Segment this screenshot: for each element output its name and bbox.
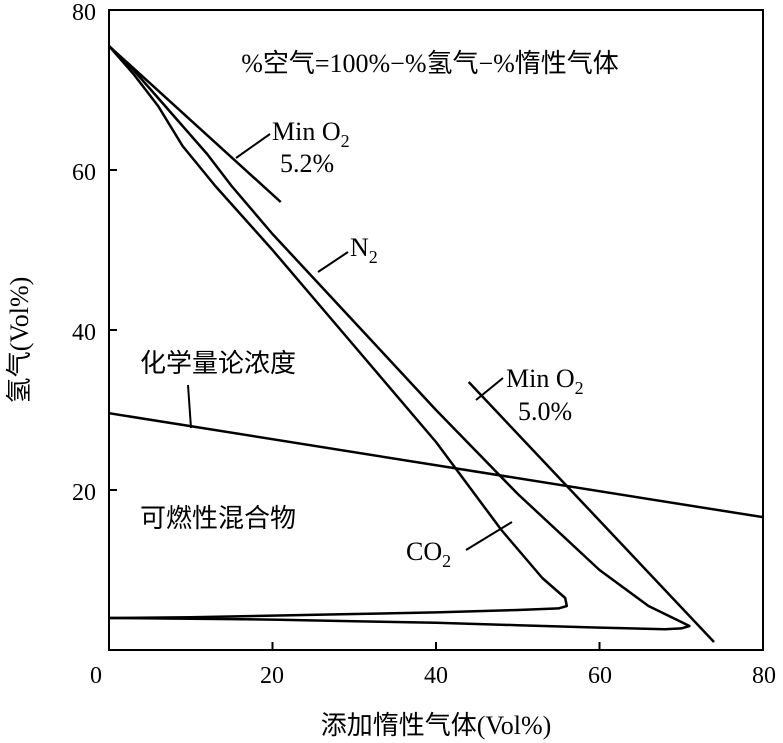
y-tick-20: 20 [72,480,96,506]
label-co2-text: CO [406,537,442,566]
label-flammable: 可燃性混合物 [140,504,296,533]
leader-min-o2-top [235,133,271,159]
value-min-o2-bottom: 5.0% [518,397,572,426]
leader-stoich [187,384,192,429]
label-min-o2-top-text: Min O [272,117,341,146]
series-lines [108,45,764,643]
chart-title: %空气=100%−%氢气−%惰性气体 [241,49,619,78]
label-min-o2-bottom: Min O2 [506,364,584,398]
x-tick-60: 60 [588,663,612,689]
x-tick-20: 20 [260,663,284,689]
x-tick-80: 80 [752,663,776,689]
label-min-o2-top-sub: 2 [341,131,350,151]
label-min-o2-bottom-text: Min O [506,364,575,393]
label-n2: N2 [350,233,378,267]
label-n2-sub: 2 [369,247,378,267]
series-line-0 [108,45,691,631]
label-min-o2-top: Min O2 [272,117,350,151]
x-axis-label: 添加惰性气体(Vol%) [321,711,552,740]
y-axis-label: 氢气(Vol%) [5,277,34,404]
x-tick-40: 40 [424,663,448,689]
y-tick-60: 60 [72,160,96,186]
series-line-1 [108,45,569,620]
label-min-o2-bottom-sub: 2 [575,378,584,398]
leader-min-o2-bottom [475,377,504,401]
series-line-2 [108,45,282,203]
leader-co2 [465,521,513,551]
y-tick-40: 40 [72,320,96,346]
axis-ticks [108,169,764,650]
value-min-o2-top: 5.2% [280,149,334,178]
series-line-4 [108,411,764,519]
leader-n2 [317,251,349,273]
x-tick-0: 0 [90,663,102,689]
label-co2: CO2 [406,537,451,571]
label-co2-sub: 2 [442,551,451,571]
label-stoich: 化学量论浓度 [140,349,296,378]
series-line-3 [467,381,715,643]
label-n2-text: N [350,233,369,262]
y-tick-80: 80 [72,0,96,26]
